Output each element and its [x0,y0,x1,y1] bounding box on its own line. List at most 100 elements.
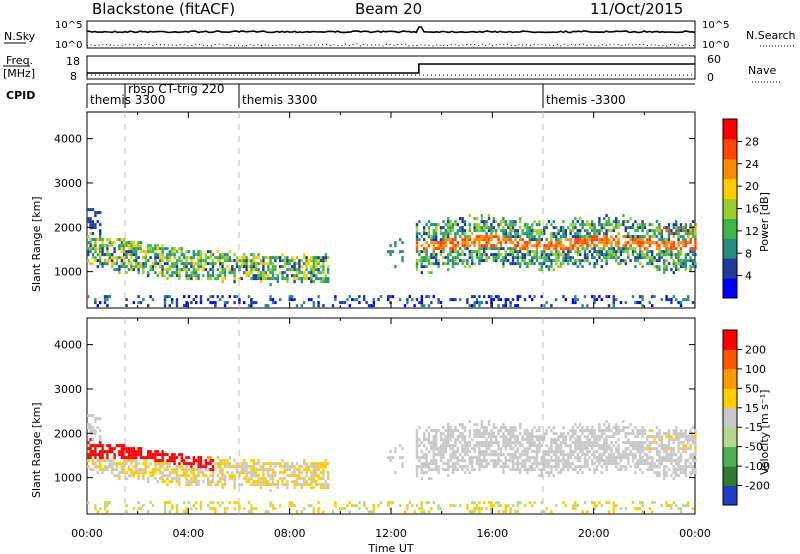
velocity-cell [264,462,267,466]
power-cell [161,256,164,260]
velocity-cell [514,453,517,457]
power-cell [437,223,440,227]
power-cell [667,235,671,239]
velocity-cell [535,459,539,463]
velocity-cell [89,438,92,442]
power-cell [603,226,606,230]
velocity-cell [132,447,135,451]
power-cell [567,250,570,254]
power-cell [394,265,397,269]
velocity-cell [627,462,630,466]
velocity-cell [168,465,171,469]
power-cell [204,259,207,263]
velocity-cell [593,429,596,433]
power-cell [593,232,596,236]
velocity-cell [641,426,644,430]
velocity-cell [519,426,522,430]
power-cell [423,256,426,260]
power-cell [636,229,639,233]
velocity-cell [418,507,421,511]
velocity-cell [180,453,183,457]
power-cell [612,304,615,308]
power-cell [96,238,99,242]
power-cell [605,229,608,233]
velocity-cell [665,459,668,463]
power-cell [684,241,687,245]
power-cell [106,244,109,248]
power-cell [118,244,121,248]
nsearch-tick-bottom: 10^0 [702,40,729,51]
power-cell [569,232,572,236]
velocity-cell [475,504,479,508]
velocity-cell [171,480,174,484]
power-cell [94,244,97,248]
velocity-cell [581,447,584,451]
power-cell [435,262,438,266]
power-cell [684,298,687,302]
power-cell [250,262,253,266]
power-cell [591,247,594,251]
power-cell [595,250,599,254]
power-cell [120,256,123,260]
velocity-cell [223,477,227,481]
power-cell [540,229,543,233]
velocity-cell [173,471,176,475]
velocity-cell [682,435,685,439]
velocity-cell [550,468,553,472]
power-cell [300,271,303,275]
velocity-cell [687,447,690,451]
power-cell [461,226,464,230]
power-cell [581,265,584,269]
velocity-cell [619,456,623,460]
power-cell [576,298,579,302]
power-cell [463,244,467,248]
power-cell [449,229,452,233]
velocity-cell [591,426,594,430]
velocity-cell [591,459,594,463]
velocity-cell [569,456,572,460]
power-cell [238,277,241,281]
velocity-cell [478,435,481,439]
power-cell [243,259,246,263]
velocity-cell [269,504,272,508]
velocity-cell [307,465,311,469]
velocity-cell [89,423,92,427]
power-cell [197,250,200,254]
velocity-cell [535,450,539,454]
velocity-cell [562,462,565,466]
velocity-cell [166,453,169,457]
power-cell [528,262,531,266]
velocity-cell [415,432,419,436]
power-cell [605,235,608,239]
velocity-cell [507,459,510,463]
power-cell [502,220,505,224]
power-cell [492,247,495,251]
power-cell [406,298,409,302]
velocity-cell [303,477,306,481]
power-cell [586,256,589,260]
velocity-cell [540,438,543,442]
velocity-cell [543,438,546,442]
velocity-cell [228,501,231,505]
velocity-cell [672,468,675,472]
velocity-cell [499,447,503,451]
power-cell [144,262,147,266]
power-cell [564,232,567,236]
velocity-cell [612,459,615,463]
velocity-cell [439,453,443,457]
velocity-cell [185,465,188,469]
velocity-cell [87,447,90,451]
velocity-cell [195,483,198,487]
power-cell [610,229,613,233]
velocity-cell [430,429,433,433]
power-cell [487,217,491,221]
velocity-cell [605,429,608,433]
power-cell [401,256,404,260]
velocity-cell [437,465,440,469]
power-cell [523,256,527,260]
power-cell [432,235,435,239]
power-cell [437,247,440,251]
velocity-cell [264,468,267,472]
power-cell [595,253,599,257]
power-cell [511,235,515,239]
